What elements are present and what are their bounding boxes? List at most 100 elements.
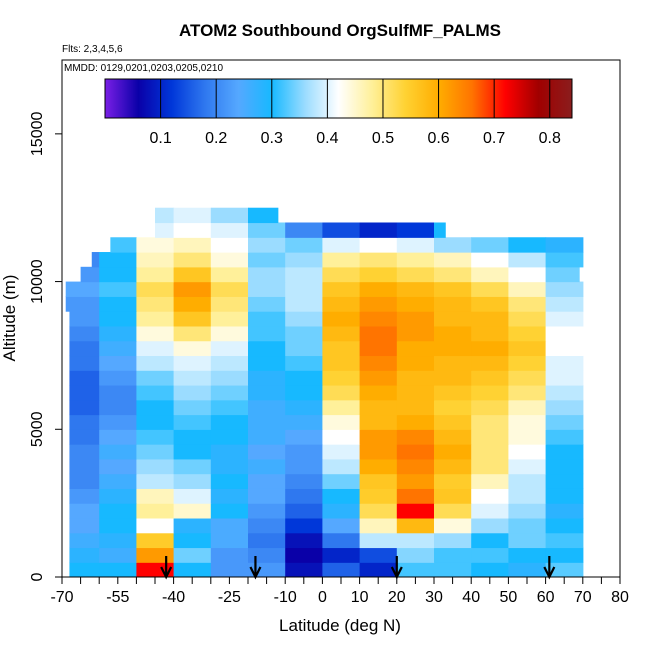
heatmap-cell bbox=[322, 252, 361, 268]
heatmap-cell bbox=[508, 503, 547, 519]
heatmap-cell bbox=[173, 222, 212, 238]
heatmap-cell bbox=[322, 473, 361, 489]
heatmap-cell bbox=[471, 488, 509, 504]
heatmap-cell bbox=[471, 355, 509, 371]
heatmap-cell bbox=[545, 547, 584, 563]
heatmap-cell bbox=[136, 325, 175, 342]
heatmap-cell bbox=[396, 252, 435, 268]
heatmap-cell bbox=[508, 532, 547, 549]
heatmap-cell bbox=[471, 281, 509, 297]
heatmap-cell bbox=[285, 384, 323, 401]
heatmap-cell bbox=[248, 222, 286, 238]
heatmap-cell bbox=[173, 503, 212, 519]
x-tick-label: -40 bbox=[162, 589, 185, 606]
heatmap-cell bbox=[99, 325, 137, 342]
heatmap-cell bbox=[359, 281, 398, 297]
heatmap-cell bbox=[248, 517, 286, 534]
heatmap-cell bbox=[359, 384, 398, 401]
heatmap-cell bbox=[434, 222, 446, 238]
x-tick-label: -10 bbox=[274, 589, 297, 606]
heatmap-cell bbox=[99, 532, 137, 549]
heatmap-cell bbox=[99, 414, 137, 430]
heatmap-cell bbox=[99, 517, 137, 534]
heatmap-cell bbox=[285, 355, 323, 371]
arrow-markers bbox=[160, 556, 556, 580]
heatmap-cell bbox=[396, 503, 435, 519]
heatmap-cell bbox=[471, 296, 509, 312]
heatmap bbox=[65, 207, 584, 577]
x-tick-label: -25 bbox=[218, 589, 241, 606]
heatmap-cell bbox=[69, 503, 100, 519]
heatmap-cell bbox=[471, 562, 509, 577]
heatmap-cell bbox=[136, 429, 175, 445]
heatmap-cell bbox=[359, 414, 398, 430]
heatmap-cell bbox=[248, 296, 286, 312]
heatmap-cell bbox=[434, 237, 472, 253]
heatmap-cell bbox=[396, 222, 435, 238]
heatmap-cell bbox=[285, 296, 323, 312]
heatmap-cell bbox=[285, 222, 323, 238]
heatmap-cell bbox=[99, 370, 137, 386]
heatmap-cell bbox=[248, 252, 286, 268]
heatmap-cell bbox=[136, 399, 175, 416]
heatmap-cell bbox=[136, 296, 175, 312]
heatmap-cell bbox=[545, 399, 584, 416]
heatmap-cell bbox=[434, 296, 472, 312]
dates-note: MMDD: 0129,0201,0203,0205,0210 bbox=[64, 63, 223, 74]
heatmap-cell bbox=[545, 370, 584, 386]
heatmap-cell bbox=[210, 325, 249, 342]
heatmap-cell bbox=[99, 503, 137, 519]
heatmap-cell bbox=[210, 547, 249, 563]
heatmap-cell bbox=[173, 517, 212, 534]
heatmap-cell bbox=[248, 503, 286, 519]
heatmap-cell bbox=[248, 237, 286, 253]
heatmap-cell bbox=[248, 266, 286, 283]
heatmap-cell bbox=[285, 458, 323, 475]
heatmap-cell bbox=[210, 503, 249, 519]
heatmap-cell bbox=[434, 281, 472, 297]
heatmap-cell bbox=[210, 266, 249, 283]
heatmap-cell bbox=[434, 266, 472, 283]
heatmap-cell bbox=[471, 414, 509, 430]
heatmap-cell bbox=[545, 429, 584, 445]
heatmap-cell bbox=[285, 503, 323, 519]
heatmap-cell bbox=[322, 532, 361, 549]
heatmap-cell bbox=[173, 384, 212, 401]
heatmap-cell bbox=[136, 281, 175, 297]
heatmap-cell bbox=[99, 355, 137, 371]
x-tick-label: 40 bbox=[462, 589, 480, 606]
x-tick-label: 80 bbox=[611, 589, 629, 606]
heatmap-cell bbox=[508, 296, 547, 312]
colorbar-tick-label: 0.8 bbox=[539, 130, 561, 147]
heatmap-cell bbox=[545, 444, 584, 460]
heatmap-cell bbox=[322, 429, 361, 445]
colorbar-tick-label: 0.1 bbox=[149, 130, 171, 147]
heatmap-cell bbox=[396, 266, 435, 283]
y-tick-label: 0 bbox=[29, 572, 46, 581]
heatmap-cell bbox=[136, 532, 175, 549]
heatmap-cell bbox=[173, 207, 212, 224]
heatmap-cell bbox=[285, 252, 323, 268]
heatmap-cell bbox=[434, 384, 472, 401]
heatmap-cell bbox=[285, 414, 323, 430]
heatmap-cell bbox=[210, 473, 249, 489]
heatmap-cell bbox=[359, 311, 398, 327]
heatmap-cell bbox=[434, 429, 472, 445]
heatmap-cell bbox=[248, 547, 286, 563]
heatmap-cell bbox=[434, 562, 472, 577]
heatmap-cell bbox=[173, 473, 212, 489]
heatmap-cell bbox=[359, 562, 398, 577]
heatmap-cell bbox=[136, 266, 175, 283]
heatmap-cell bbox=[285, 562, 323, 577]
heatmap-cell bbox=[69, 458, 100, 475]
heatmap-cell bbox=[508, 399, 547, 416]
heatmap-cell bbox=[322, 340, 361, 357]
heatmap-cell bbox=[359, 473, 398, 489]
x-axis: -70 -55 -40 -25 -10 0 10 20 30 40 50 60 70 80 bbox=[50, 577, 629, 606]
heatmap-cell bbox=[434, 311, 472, 327]
x-tick-label: 20 bbox=[388, 589, 406, 606]
x-tick-label: 60 bbox=[537, 589, 555, 606]
heatmap-cell bbox=[248, 414, 286, 430]
heatmap-cell bbox=[471, 429, 509, 445]
chart-title: ATOM2 Southbound OrgSulfMF_PALMS bbox=[179, 21, 501, 40]
